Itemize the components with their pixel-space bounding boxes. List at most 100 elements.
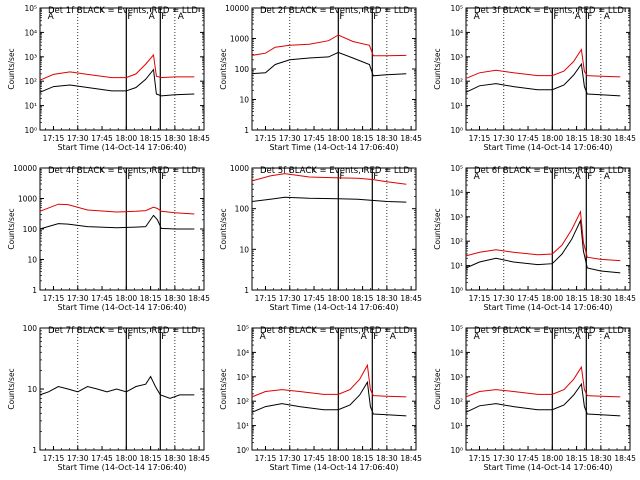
x-tick-label: 17:30 — [67, 294, 89, 303]
flag-f-label: F — [339, 332, 344, 342]
x-tick-label: 17:15 — [469, 454, 491, 463]
plot-frame — [39, 7, 205, 131]
x-axis-label: Start Time (14-Oct-14 17:06:40) — [269, 143, 398, 152]
y-tick-label: 10 — [239, 245, 249, 254]
y-tick-label: 10³ — [450, 53, 463, 62]
x-tick-label: 18:30 — [376, 294, 398, 303]
x-tick-label: 18:15 — [566, 454, 588, 463]
y-tick-label: 10¹ — [450, 102, 463, 111]
x-axis-label: Start Time (14-Oct-14 17:06:40) — [483, 463, 612, 472]
y-axis-label: Counts/sec — [7, 368, 16, 409]
plot-frame — [39, 327, 205, 451]
y-tick-label: 10 — [27, 385, 37, 394]
flag-a-label: A — [575, 172, 582, 182]
plot-frame — [465, 7, 631, 131]
y-tick-label: 10⁴ — [450, 188, 463, 197]
x-tick-label: 18:30 — [590, 294, 612, 303]
y-tick-label: 1000 — [230, 35, 249, 44]
x-tick-label: 18:00 — [116, 294, 138, 303]
x-tick-label: 18:45 — [614, 454, 636, 463]
y-tick-label: 10² — [236, 397, 249, 406]
y-tick-label: 10³ — [450, 213, 463, 222]
plot-frame — [251, 167, 417, 291]
x-tick-label: 18:15 — [352, 294, 374, 303]
series-line-events — [39, 68, 195, 97]
chart-title: Det 7f BLACK = Events, RED = LLD — [48, 326, 198, 336]
x-tick-label: 17:15 — [43, 454, 65, 463]
y-axis-label: Counts/sec — [433, 48, 442, 89]
x-tick-label: 18:15 — [566, 294, 588, 303]
y-axis-label: Counts/sec — [433, 208, 442, 249]
y-tick-label: 10² — [24, 77, 37, 86]
y-tick-label: 10³ — [236, 373, 249, 382]
x-tick-label: 18:30 — [164, 294, 186, 303]
x-tick-label: 18:00 — [542, 134, 564, 143]
y-tick-label: 10⁵ — [450, 4, 463, 13]
detector-panel-3: Det 3f BLACK = Events, RED = LLD 10⁰ 10¹ 10… — [433, 4, 636, 152]
x-tick-label: 17:45 — [517, 294, 539, 303]
y-tick-label: 10⁴ — [450, 28, 463, 37]
y-axis-label: Counts/sec — [219, 48, 228, 89]
x-tick-label: 18:30 — [376, 454, 398, 463]
detector-panel-9: Det 9f BLACK = Events, RED = LLD 10⁰ 10¹ 10… — [433, 324, 636, 472]
x-tick-label: 17:30 — [279, 454, 301, 463]
x-tick-label: 18:15 — [140, 454, 162, 463]
y-axis-label: Counts/sec — [433, 368, 442, 409]
x-axis-label: Start Time (14-Oct-14 17:06:40) — [269, 463, 398, 472]
y-tick-label: 10¹ — [450, 422, 463, 431]
series-line-lld — [465, 48, 621, 79]
y-tick-label: 10000 — [13, 164, 37, 173]
series-line-lld — [39, 203, 195, 215]
chart-title: Det 4f BLACK = Events, RED = LLD — [48, 166, 198, 176]
x-axis-label: Start Time (14-Oct-14 17:06:40) — [483, 303, 612, 312]
y-tick-label: 10⁵ — [24, 4, 37, 13]
flag-f-label: F — [339, 172, 344, 182]
x-tick-label: 17:30 — [67, 454, 89, 463]
y-tick-label: 10⁰ — [450, 126, 463, 135]
detector-panel-6: Det 6f BLACK = Events, RED = LLD 10⁰ 10¹ 10… — [433, 164, 636, 312]
flag-a-label: A — [474, 332, 481, 342]
y-tick-label: 10⁴ — [450, 348, 463, 357]
x-tick-label: 17:15 — [255, 454, 277, 463]
x-tick-label: 17:30 — [279, 294, 301, 303]
flag-a-label: A — [604, 332, 611, 342]
y-tick-label: 1 — [244, 286, 249, 295]
y-tick-label: 1 — [32, 446, 37, 455]
series-line-lld — [465, 210, 621, 262]
x-tick-label: 18:15 — [140, 294, 162, 303]
y-tick-label: 1 — [32, 286, 37, 295]
y-axis-label: Counts/sec — [219, 368, 228, 409]
y-tick-label: 10² — [450, 77, 463, 86]
y-axis-label: Counts/sec — [219, 208, 228, 249]
flag-f-label: F — [373, 172, 378, 182]
y-tick-label: 100 — [23, 324, 38, 333]
plot-frame — [465, 327, 631, 451]
x-tick-label: 18:00 — [116, 454, 138, 463]
x-tick-label: 17:45 — [517, 454, 539, 463]
x-tick-label: 18:30 — [590, 454, 612, 463]
y-tick-label: 1 — [244, 126, 249, 135]
x-tick-label: 17:45 — [303, 294, 325, 303]
y-tick-label: 1000 — [230, 164, 249, 173]
x-tick-label: 18:30 — [376, 134, 398, 143]
x-tick-label: 17:15 — [43, 134, 65, 143]
x-tick-label: 18:45 — [400, 134, 422, 143]
flag-f-label: F — [553, 332, 558, 342]
x-tick-label: 17:45 — [303, 134, 325, 143]
x-tick-label: 18:00 — [328, 454, 350, 463]
x-tick-label: 18:45 — [188, 454, 210, 463]
series-line-events — [39, 214, 195, 230]
flag-f-label: F — [127, 12, 132, 22]
detector-panel-5: Det 5f BLACK = Events, RED = LLD 1 10 100 10… — [219, 164, 422, 312]
x-tick-label: 17:45 — [517, 134, 539, 143]
flag-a-label: A — [604, 172, 611, 182]
series-line-lld — [251, 34, 407, 57]
y-tick-label: 100 — [235, 65, 250, 74]
flag-a-label: A — [48, 12, 55, 22]
y-axis-label: Counts/sec — [7, 48, 16, 89]
x-tick-label: 18:45 — [400, 294, 422, 303]
y-tick-label: 10 — [27, 256, 37, 265]
y-tick-label: 10⁰ — [450, 286, 463, 295]
x-axis-label: Start Time (14-Oct-14 17:06:40) — [269, 303, 398, 312]
y-tick-label: 10⁰ — [236, 446, 249, 455]
